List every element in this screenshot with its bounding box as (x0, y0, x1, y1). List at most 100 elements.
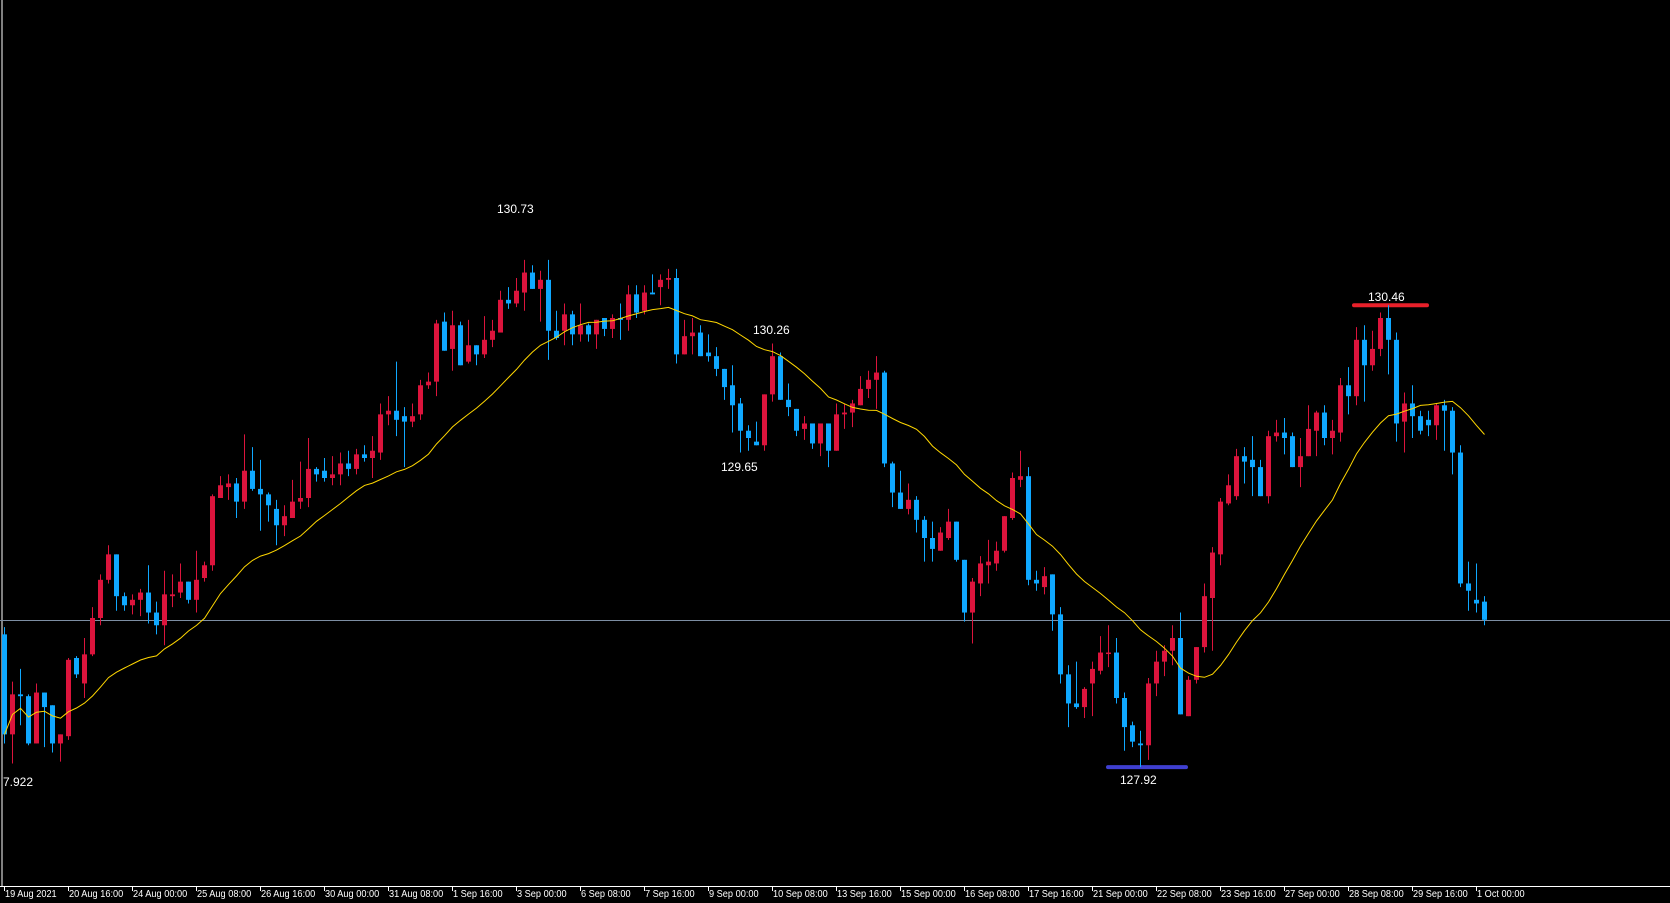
candle-down (826, 423, 831, 451)
candle-up (426, 381, 431, 386)
annotation-swing-low-label: 129.65 (721, 460, 758, 474)
candle-up (418, 385, 423, 415)
candle-down (250, 470, 255, 489)
candle-up (522, 272, 527, 293)
candle-down (930, 538, 935, 549)
candle-up (330, 474, 335, 478)
candle-up (850, 403, 855, 413)
candle-up (1098, 652, 1103, 671)
candle-down (1426, 419, 1431, 426)
candle-up (594, 319, 599, 335)
candle-down (322, 470, 327, 478)
candle-down (2, 634, 7, 735)
candle-down (18, 694, 23, 697)
candle-down (74, 658, 79, 675)
candle-up (242, 470, 247, 502)
candle-up (1170, 638, 1175, 651)
annotation-marked-high-label: 130.46 (1368, 290, 1405, 304)
annotation-swing-high-label: 130.26 (753, 323, 790, 337)
candle-down (1482, 601, 1487, 620)
candle-down (714, 356, 719, 369)
candle-up (1298, 456, 1303, 468)
candle-up (1042, 576, 1047, 588)
annotation-high-label: 130.73 (497, 202, 534, 216)
candle-down (1178, 638, 1183, 715)
candle-up (770, 356, 775, 395)
candle-down (1418, 416, 1423, 431)
candle-up (34, 692, 39, 744)
candle-up (842, 412, 847, 415)
candle-up (994, 550, 999, 564)
candle-up (538, 279, 543, 289)
candle-up (1194, 647, 1199, 680)
candle-down (1258, 467, 1263, 497)
candle-up (498, 299, 503, 333)
candle-down (786, 399, 791, 408)
candle-down (1410, 403, 1415, 417)
candle-up (202, 565, 207, 578)
candle-down (114, 554, 119, 597)
candle-up (1314, 412, 1319, 431)
candle-up (834, 414, 839, 451)
candle-down (346, 463, 351, 469)
candle-up (906, 499, 911, 509)
candle-up (298, 498, 303, 502)
candle-up (98, 579, 103, 618)
x-tick-label: 21 Sep 00:00 (1093, 889, 1148, 900)
candle-down (1346, 385, 1351, 397)
candle-down (1242, 456, 1247, 462)
x-tick-label: 23 Sep 16:00 (1221, 889, 1276, 900)
candle-down (1362, 339, 1367, 366)
candle-down (890, 463, 895, 493)
candle-up (1010, 478, 1015, 518)
candle-up (290, 501, 295, 518)
candle-down (634, 294, 639, 313)
x-tick-label: 26 Aug 16:00 (261, 889, 316, 900)
candle-up (378, 414, 383, 453)
candle-down (458, 325, 463, 366)
candle-down (1138, 743, 1143, 746)
annotation-left-low-label: 7.922 (3, 775, 34, 789)
candle-up (106, 554, 111, 580)
candle-up (1338, 385, 1343, 433)
candle-down (362, 454, 367, 458)
candle-down (1122, 698, 1127, 728)
candle-down (530, 272, 535, 289)
candle-down (1034, 579, 1039, 584)
candle-up (82, 654, 87, 684)
x-tick-label: 22 Sep 08:00 (1157, 889, 1212, 900)
candle-up (1354, 339, 1359, 397)
candle-down (882, 372, 887, 464)
candle-down (1466, 583, 1471, 591)
candle-up (170, 594, 175, 597)
candle-up (818, 423, 823, 444)
candle-up (1106, 652, 1111, 655)
candle-up (1330, 430, 1335, 438)
candle-down (1282, 432, 1287, 438)
x-tick-label: 19 Aug 2021 (5, 889, 57, 900)
candle-down (586, 325, 591, 335)
x-tick-label: 7 Sep 16:00 (645, 889, 695, 900)
candle-down (778, 356, 783, 400)
candle-up (210, 496, 215, 566)
x-tick-label: 17 Sep 16:00 (1029, 889, 1084, 900)
candle-up (1162, 650, 1167, 662)
candle-up (1018, 476, 1023, 480)
candle-down (234, 483, 239, 502)
candle-up (690, 332, 695, 337)
candle-down (1322, 412, 1327, 438)
candle-up (1082, 688, 1087, 708)
x-tick-label: 28 Sep 08:00 (1349, 889, 1404, 900)
candle-up (1402, 403, 1407, 422)
candle-down (266, 494, 271, 506)
x-tick-label: 3 Sep 00:00 (517, 889, 567, 900)
candle-up (194, 579, 199, 600)
candle-down (674, 278, 679, 355)
candle-down (914, 499, 919, 520)
candle-down (554, 330, 559, 338)
x-tick-label: 29 Sep 16:00 (1413, 889, 1468, 900)
x-tick-label: 15 Sep 00:00 (901, 889, 956, 900)
candle-up (866, 379, 871, 389)
candle-up (354, 454, 359, 469)
